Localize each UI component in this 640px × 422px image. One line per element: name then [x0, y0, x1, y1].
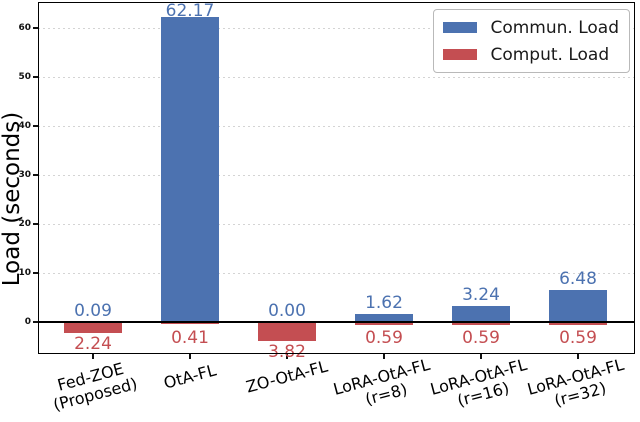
x-tick: [286, 354, 288, 359]
bar-comput-load: [161, 322, 219, 324]
legend-label-commun-load: Commun. Load: [490, 17, 619, 38]
gridline: [38, 28, 635, 30]
y-tick-label: 40: [18, 121, 31, 131]
value-label-commun-load: 0.09: [74, 300, 112, 321]
y-tick-label: 0: [24, 317, 31, 327]
bar-commun-load: [549, 290, 607, 322]
y-tick: [33, 321, 38, 323]
bar-comput-load: [355, 322, 413, 325]
y-tick-label: 10: [18, 268, 31, 278]
value-label-comput-load: 0.41: [171, 328, 209, 348]
value-label-commun-load: 0.00: [268, 301, 306, 321]
y-tick: [33, 174, 38, 176]
x-tick-label: LoRA-OtA-FL (r=8): [331, 355, 436, 416]
x-tick-label: LoRA-OtA-FL (r=16): [428, 355, 533, 416]
value-label-comput-load: 0.59: [365, 328, 403, 348]
bar-comput-load: [258, 322, 316, 341]
y-tick-label: 30: [18, 170, 31, 180]
x-tick: [577, 354, 579, 359]
bar-commun-load: [161, 17, 219, 322]
gridline: [38, 77, 635, 78]
bar-comput-load: [549, 322, 607, 325]
bar-comput-load: [64, 322, 122, 333]
gridline: [38, 273, 635, 274]
bar-commun-load: [355, 314, 413, 322]
x-tick: [383, 354, 385, 359]
x-tick-label: Fed-ZOE (Proposed): [47, 357, 139, 415]
x-tick: [480, 354, 482, 359]
legend-item-comput-load: Comput. Load: [443, 42, 619, 67]
zero-axis-line: [38, 321, 635, 323]
y-tick: [33, 125, 38, 127]
legend-swatch-comput-load: [443, 49, 478, 60]
legend-label-comput-load: Comput. Load: [490, 44, 610, 65]
gridline: [38, 175, 635, 176]
plot-area: 0.09 62.17 0.00 1.62 3.24 6.48 2.24 0.41 3.82 0.5…: [38, 0, 635, 362]
y-tick-label: 20: [18, 219, 31, 229]
gridline: [38, 126, 635, 127]
legend-swatch-commun-load: [443, 22, 478, 33]
y-tick-label: 50: [18, 72, 31, 82]
value-label-commun-load: 3.24: [462, 285, 500, 306]
value-label-commun-load: 6.48: [559, 269, 597, 290]
x-tick-label-line: ZO-OtA-FL: [244, 356, 330, 397]
y-tick: [33, 76, 38, 78]
legend: Commun. Load Comput. Load: [433, 9, 630, 73]
value-label-comput-load: 2.24: [74, 334, 112, 355]
y-tick: [33, 27, 38, 29]
x-tick-label: LoRA-OtA-FL (r=32): [525, 355, 630, 416]
gridline: [38, 224, 635, 225]
legend-item-commun-load: Commun. Load: [443, 15, 619, 40]
value-label-comput-load: 0.59: [559, 328, 597, 348]
x-tick: [189, 354, 191, 359]
y-tick-label: 60: [18, 23, 31, 34]
x-tick-label: ZO-OtA-FL: [244, 356, 330, 397]
x-tick-label: OtA-FL: [161, 360, 219, 393]
y-tick: [33, 223, 38, 225]
value-label-comput-load: 0.59: [462, 328, 500, 348]
x-tick: [92, 354, 94, 359]
bar-comput-load: [452, 322, 510, 325]
value-label-commun-load: 62.17: [165, 0, 215, 21]
y-tick: [33, 272, 38, 274]
x-tick-label-line: OtA-FL: [161, 360, 219, 393]
value-label-commun-load: 1.62: [365, 293, 403, 314]
value-label-comput-load: 3.82: [268, 342, 306, 363]
bar-commun-load: [452, 306, 510, 322]
